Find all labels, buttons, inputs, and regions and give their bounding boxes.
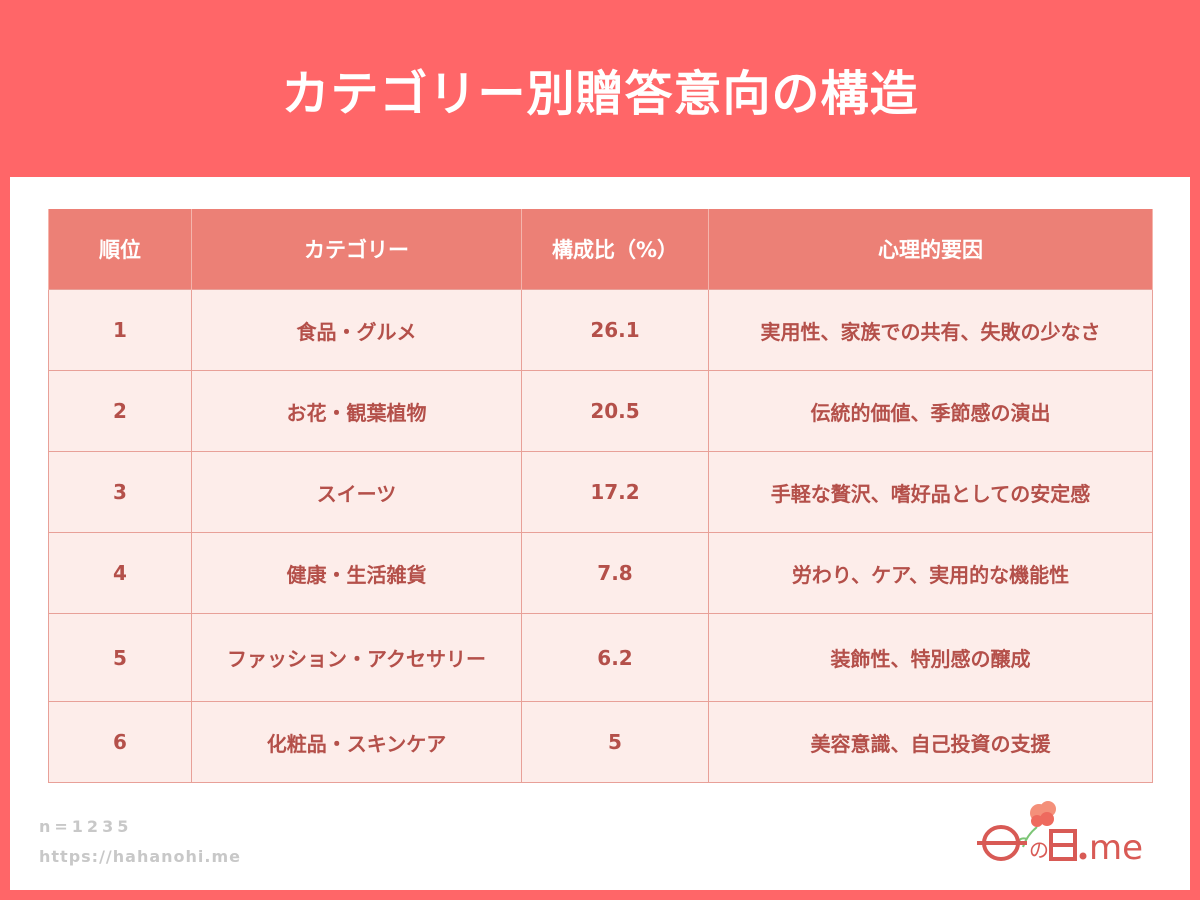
cell-rank: 3 xyxy=(48,451,192,533)
table-row: 4 健康・生活雑貨 7.8 労わり、ケア、実用的な機能性 xyxy=(48,532,1153,614)
cell-rank: 6 xyxy=(48,701,192,783)
logo-no: の xyxy=(1029,838,1049,862)
cell-category: お花・観葉植物 xyxy=(191,370,522,452)
header-rank: 順位 xyxy=(48,209,192,290)
cell-category: 健康・生活雑貨 xyxy=(191,532,522,614)
cell-rank: 4 xyxy=(48,532,192,614)
table-row: 2 お花・観葉植物 20.5 伝統的価値、季節感の演出 xyxy=(48,370,1153,452)
table-row: 3 スイーツ 17.2 手軽な贅沢、嗜好品としての安定感 xyxy=(48,451,1153,533)
table-row: 5 ファッション・アクセサリー 6.2 装飾性、特別感の醸成 xyxy=(48,613,1153,702)
cell-category: 食品・グルメ xyxy=(191,289,522,371)
content-panel: 順位 カテゴリー 構成比（%） 心理的要因 1 食品・グルメ 26.1 実用性、… xyxy=(10,177,1190,890)
cell-factor: 伝統的価値、季節感の演出 xyxy=(708,370,1153,452)
cell-factor: 美容意識、自己投資の支援 xyxy=(708,701,1153,783)
cell-category: ファッション・アクセサリー xyxy=(191,613,522,702)
cell-factor: 労わり、ケア、実用的な機能性 xyxy=(708,532,1153,614)
header-category: カテゴリー xyxy=(191,209,522,290)
cell-rank: 5 xyxy=(48,613,192,702)
header-share: 構成比（%） xyxy=(521,209,709,290)
cell-share: 17.2 xyxy=(521,451,709,533)
source-url: https://hahanohi.me xyxy=(39,847,241,866)
brand-logo: の me xyxy=(977,801,1143,867)
category-table: 順位 カテゴリー 構成比（%） 心理的要因 1 食品・グルメ 26.1 実用性、… xyxy=(48,209,1153,783)
cell-share: 6.2 xyxy=(521,613,709,702)
page-title: カテゴリー別贈答意向の構造 xyxy=(281,65,919,122)
header-factor: 心理的要因 xyxy=(708,209,1153,290)
cell-factor: 手軽な贅沢、嗜好品としての安定感 xyxy=(708,451,1153,533)
cell-share: 5 xyxy=(521,701,709,783)
cell-share: 26.1 xyxy=(521,289,709,371)
cell-category: 化粧品・スキンケア xyxy=(191,701,522,783)
table-header-row: 順位 カテゴリー 構成比（%） 心理的要因 xyxy=(48,209,1153,290)
cell-category: スイーツ xyxy=(191,451,522,533)
cell-factor: 装飾性、特別感の醸成 xyxy=(708,613,1153,702)
cell-rank: 2 xyxy=(48,370,192,452)
table-row: 1 食品・グルメ 26.1 実用性、家族での共有、失敗の少なさ xyxy=(48,289,1153,371)
table-row: 6 化粧品・スキンケア 5 美容意識、自己投資の支援 xyxy=(48,701,1153,783)
cell-factor: 実用性、家族での共有、失敗の少なさ xyxy=(708,289,1153,371)
cell-share: 7.8 xyxy=(521,532,709,614)
cell-share: 20.5 xyxy=(521,370,709,452)
cell-rank: 1 xyxy=(48,289,192,371)
sample-size: n=1235 xyxy=(39,817,133,836)
carnation-flower-icon xyxy=(1018,801,1056,848)
logo-me: me xyxy=(1089,828,1143,867)
